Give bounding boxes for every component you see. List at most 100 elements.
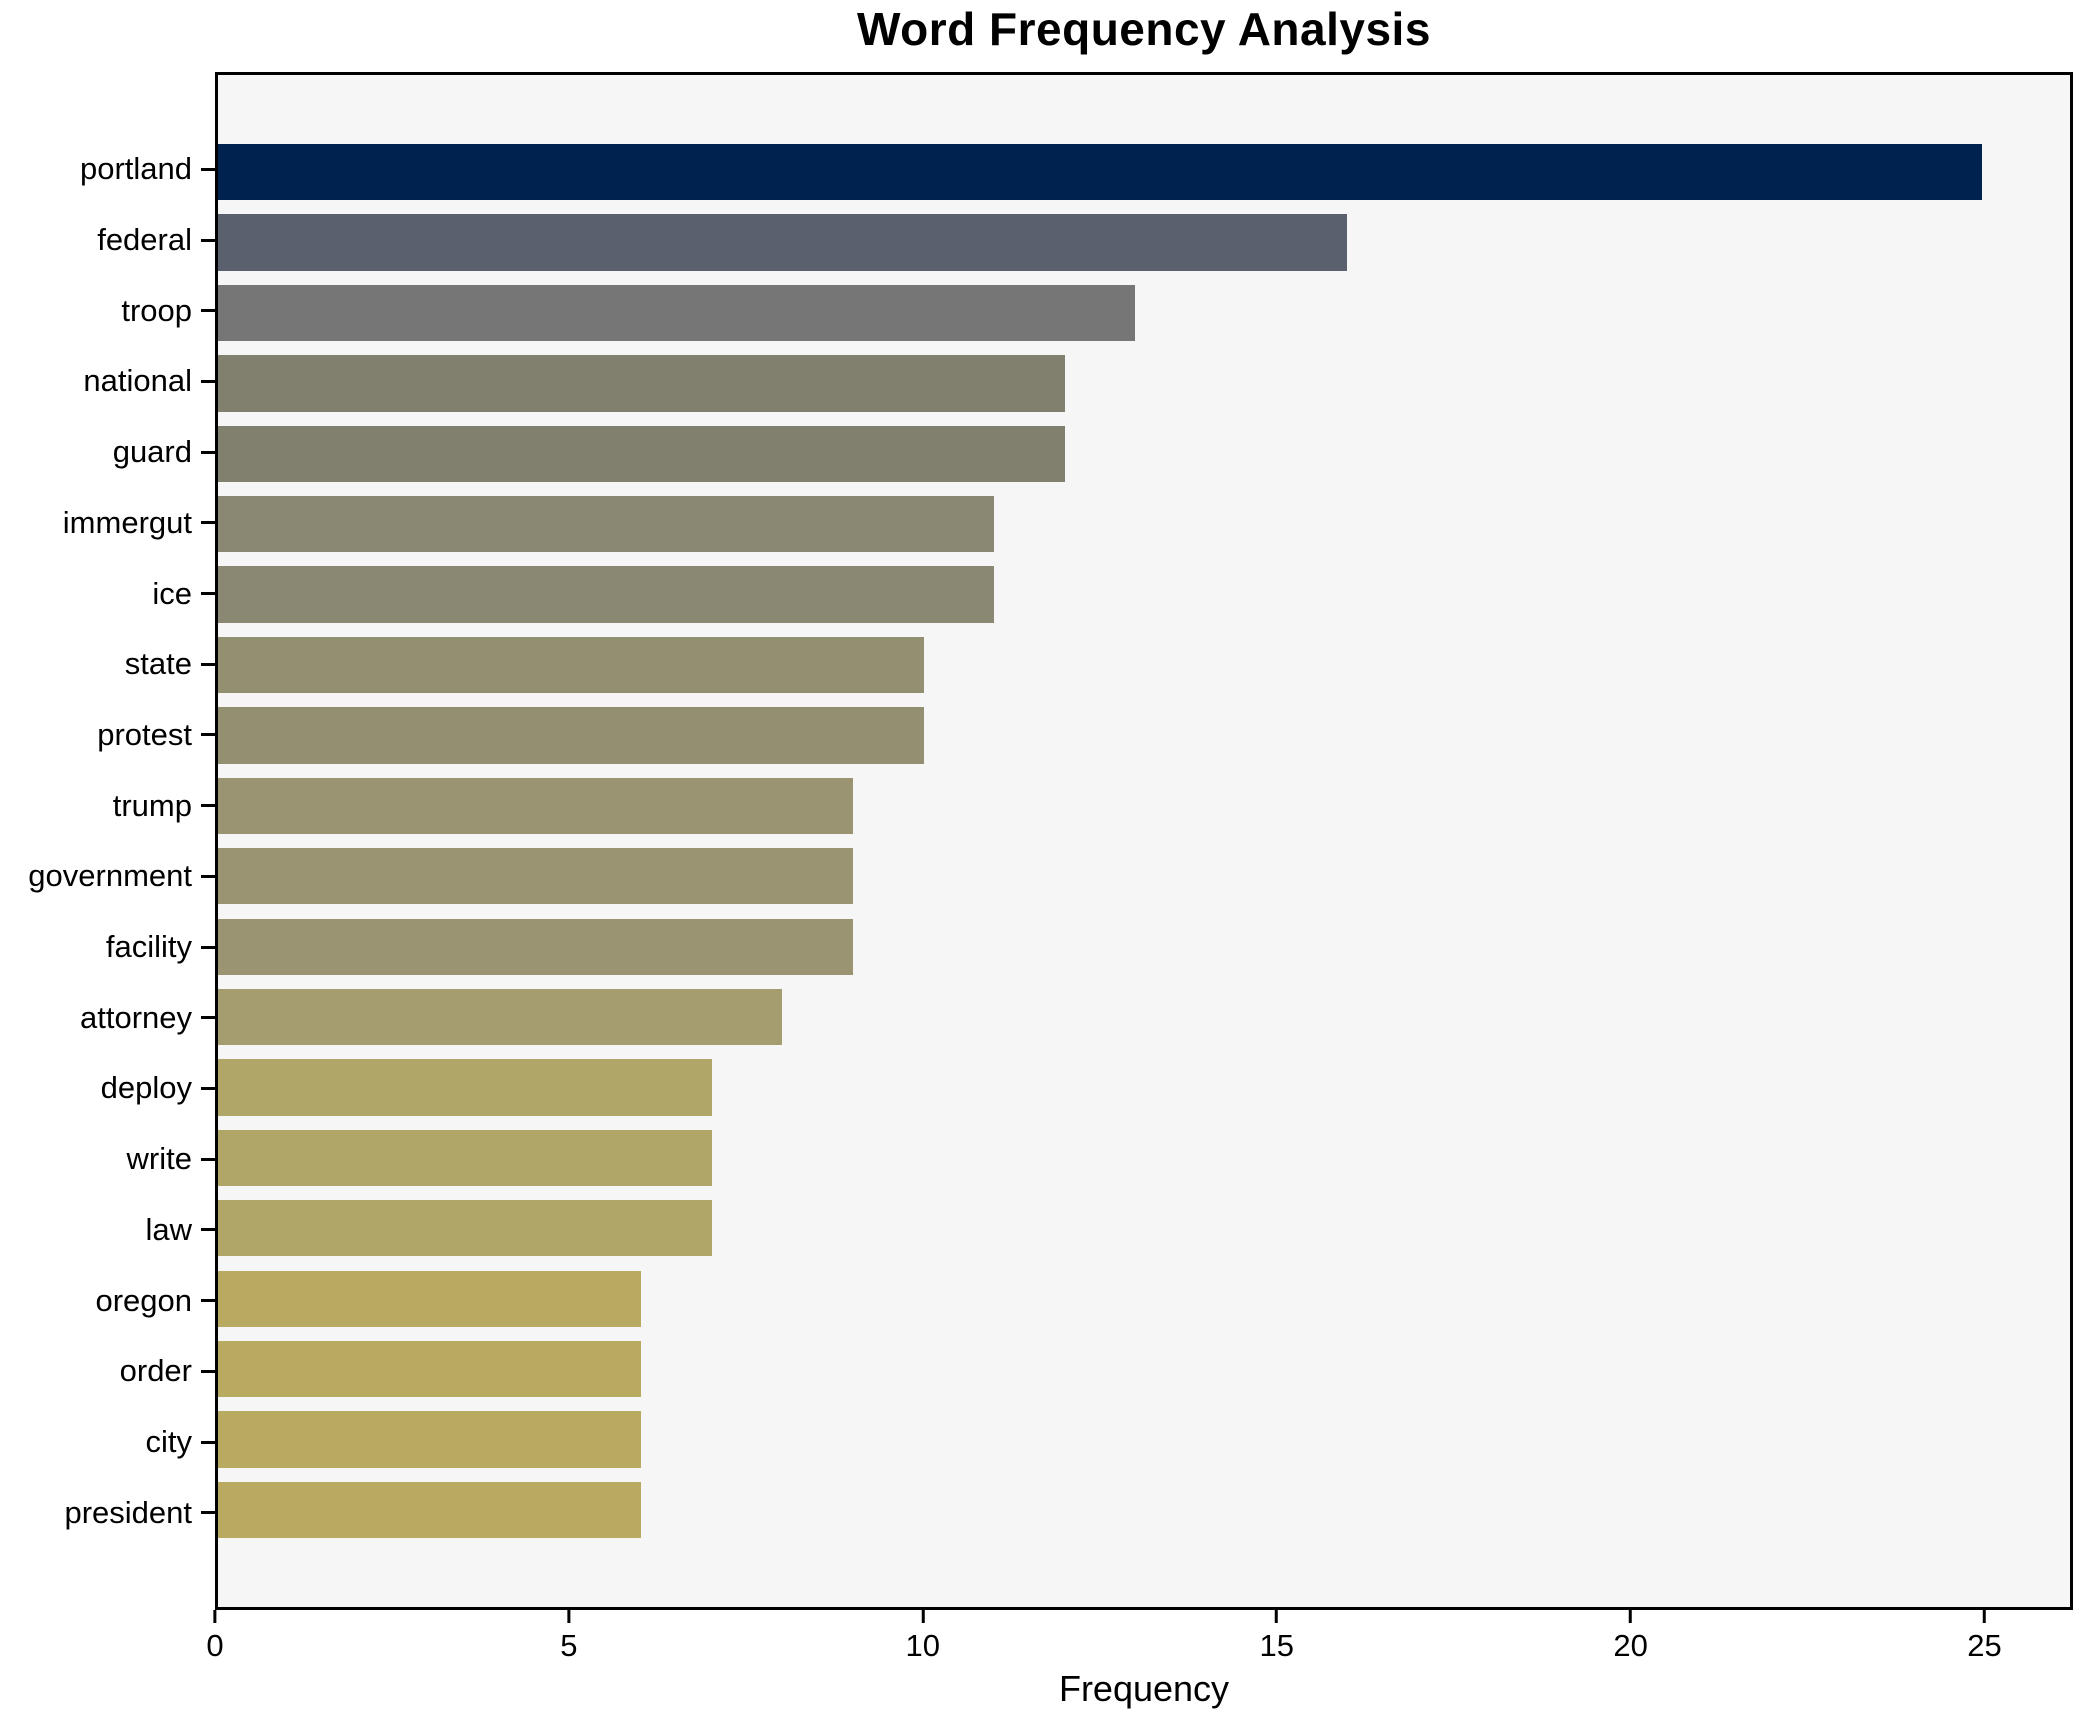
bar-trump <box>218 777 853 835</box>
bar-row <box>218 771 2070 841</box>
category-label-law: law <box>145 1211 192 1247</box>
y-tick-mark <box>201 1228 215 1232</box>
y-tick-mark <box>201 733 215 737</box>
y-tick <box>201 841 215 912</box>
category-label-city: city <box>145 1424 193 1459</box>
category-label-deploy: deploy <box>100 1070 192 1106</box>
bar-row <box>218 348 2070 418</box>
category-label-facility: facility <box>105 929 192 965</box>
bar-city <box>218 1411 642 1468</box>
x-tick-label: 15 <box>1259 1628 1294 1663</box>
y-tick-mark <box>201 592 215 596</box>
x-tick-mark <box>1275 1610 1279 1623</box>
y-tick <box>201 134 215 205</box>
chart-title: Word Frequency Analysis <box>857 3 1431 55</box>
x-tick-label: 10 <box>905 1628 941 1663</box>
x-axis-ticks: 0 5 10 15 20 25 <box>206 1610 2073 1670</box>
y-tick <box>201 629 215 700</box>
category-label-attorney: attorney <box>79 999 192 1035</box>
bar-row <box>218 1334 2070 1404</box>
y-tick <box>201 488 215 559</box>
category-label-state: state <box>124 646 192 682</box>
bar-deploy <box>218 1059 712 1116</box>
bar-facility <box>218 918 853 975</box>
y-tick-mark <box>201 945 215 949</box>
y-tick <box>201 1265 215 1336</box>
y-tick-mark <box>201 309 215 313</box>
x-tick-label: 25 <box>1967 1628 2002 1663</box>
bar-row <box>218 1475 2070 1545</box>
bar-row <box>218 489 2070 559</box>
bar-rows <box>218 75 2070 1607</box>
bar-guard <box>218 425 1065 482</box>
y-tick <box>201 1407 215 1478</box>
y-tick-mark <box>201 1299 215 1303</box>
bar-row <box>218 911 2070 981</box>
y-tick <box>201 912 215 983</box>
y-tick-mark <box>201 379 215 383</box>
y-tick <box>201 1195 215 1266</box>
y-tick <box>201 346 215 417</box>
bar-immergut <box>218 496 995 553</box>
category-label-national: national <box>83 363 192 399</box>
category-label-protest: protest <box>97 716 192 752</box>
bar-president <box>218 1481 642 1539</box>
y-tick <box>201 558 215 629</box>
category-label-immergut: immergut <box>62 504 192 540</box>
bar-row <box>218 841 2070 911</box>
bar-write <box>218 1129 712 1187</box>
bar-state <box>218 636 924 694</box>
bar-government <box>218 848 853 905</box>
y-tick-mark <box>201 874 215 878</box>
y-tick-mark <box>201 238 215 242</box>
category-label-ice: ice <box>152 575 192 611</box>
x-tick-label: 20 <box>1613 1628 1648 1663</box>
y-tick-mark <box>201 1157 215 1161</box>
category-label-troop: troop <box>121 292 192 328</box>
y-axis-ticks <box>201 72 215 1610</box>
x-tick-5: 5 <box>560 1610 578 1664</box>
bar-attorney <box>218 988 783 1046</box>
x-tick-15: 15 <box>1259 1610 1294 1664</box>
bar-federal <box>218 214 1347 271</box>
category-label-trump: trump <box>112 787 192 823</box>
bar-row <box>218 630 2070 700</box>
bar-row <box>218 419 2070 489</box>
y-tick-mark <box>201 1440 215 1444</box>
bar-order <box>218 1340 642 1398</box>
bar-ice <box>218 566 995 623</box>
category-label-government: government <box>28 858 192 894</box>
bar-row <box>218 137 2070 207</box>
y-tick-mark <box>201 804 215 808</box>
bar-protest <box>218 707 924 764</box>
bar-row <box>218 1193 2070 1263</box>
y-tick <box>201 1124 215 1195</box>
category-label-write: write <box>126 1141 192 1177</box>
bar-row <box>218 1404 2070 1474</box>
y-tick <box>201 1477 215 1548</box>
y-tick <box>201 275 215 346</box>
bar-national <box>218 355 1065 412</box>
y-tick <box>201 1336 215 1407</box>
bar-troop <box>218 284 1136 342</box>
x-tick-25: 25 <box>1967 1610 2002 1664</box>
y-tick-mark <box>201 167 215 171</box>
category-label-president: president <box>64 1494 192 1530</box>
category-label-guard: guard <box>112 434 192 470</box>
x-tick-mark <box>213 1610 217 1623</box>
y-tick-mark <box>201 1016 215 1020</box>
x-tick-mark <box>567 1610 571 1623</box>
bar-row <box>218 278 2070 348</box>
category-label-order: order <box>119 1353 192 1389</box>
y-tick <box>201 982 215 1053</box>
y-axis-labels: portland federal troop national guard immergu… <box>0 72 192 1610</box>
x-axis-label: Frequency <box>1058 1668 1230 1709</box>
y-tick-mark <box>201 450 215 454</box>
bar-oregon <box>218 1270 642 1327</box>
bar-row <box>218 1264 2070 1334</box>
category-label-federal: federal <box>97 222 192 258</box>
bar-portland <box>218 144 1982 201</box>
y-tick-mark <box>201 1086 215 1090</box>
y-tick-mark <box>201 1369 215 1373</box>
